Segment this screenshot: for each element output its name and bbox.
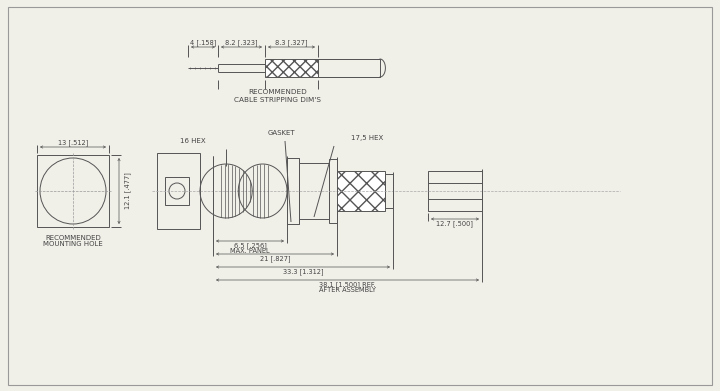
Text: 16 HEX: 16 HEX: [181, 138, 206, 144]
Text: 21 [.827]: 21 [.827]: [260, 255, 290, 262]
Text: 8.2 [.323]: 8.2 [.323]: [225, 39, 258, 46]
Text: 12.7 [.500]: 12.7 [.500]: [436, 220, 474, 227]
Bar: [329, 159, 337, 223]
Text: AFTER ASSEMBLY: AFTER ASSEMBLY: [319, 287, 376, 293]
Bar: [287, 158, 299, 224]
Text: 4 [.158]: 4 [.158]: [190, 39, 216, 46]
Bar: [157, 153, 200, 229]
Bar: [299, 163, 329, 219]
Bar: [428, 171, 482, 211]
Text: RECOMMENDED
CABLE STRIPPING DIM'S: RECOMMENDED CABLE STRIPPING DIM'S: [235, 90, 322, 102]
Text: 12.1 [.477]: 12.1 [.477]: [124, 172, 131, 210]
Text: 13 [.512]: 13 [.512]: [58, 139, 88, 146]
Text: GASKET: GASKET: [267, 130, 294, 136]
Bar: [385, 174, 393, 208]
Text: RECOMMENDED
MOUNTING HOLE: RECOMMENDED MOUNTING HOLE: [43, 235, 103, 248]
Text: 8.3 [.327]: 8.3 [.327]: [275, 39, 308, 46]
Bar: [165, 177, 189, 205]
Text: 33.3 [1.312]: 33.3 [1.312]: [283, 268, 323, 275]
Text: 6.5 [.256]: 6.5 [.256]: [233, 242, 266, 249]
Bar: [337, 171, 385, 211]
Text: MAX. PANEL: MAX. PANEL: [230, 248, 270, 254]
Bar: [37, 155, 109, 227]
Text: 17,5 HEX: 17,5 HEX: [351, 135, 383, 141]
Text: 38.1 [1.500] REF.: 38.1 [1.500] REF.: [319, 281, 376, 288]
Bar: [265, 59, 318, 77]
Bar: [318, 59, 380, 77]
